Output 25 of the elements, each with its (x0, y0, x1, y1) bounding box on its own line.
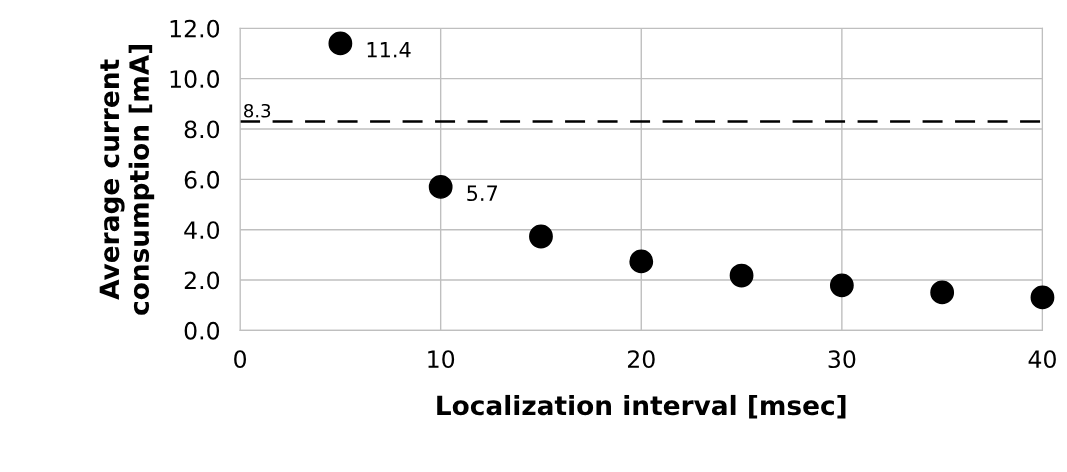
point (428, 175, 453, 199)
point (729, 263, 754, 288)
x-tick-label: 30 (828, 350, 856, 369)
point (829, 273, 854, 298)
x-tick-label: 10 (428, 350, 455, 369)
point (930, 280, 955, 305)
point (1030, 285, 1055, 310)
ref-line-label: 8.3 (244, 103, 271, 118)
data-label: 5.7 (467, 185, 498, 202)
x-tick-label: 20 (627, 350, 655, 369)
data-label: 11.4 (367, 42, 411, 58)
y-tick-label: 12.0 (170, 19, 220, 38)
y-tick-label: 8.0 (184, 120, 220, 139)
x-axis-title: Localization interval [msec] (437, 394, 846, 419)
y-tick-label: 6.0 (184, 170, 220, 189)
y-tick-label: 2.0 (184, 271, 220, 290)
y-tick-label: 4.0 (184, 221, 220, 240)
point (328, 31, 353, 56)
point (629, 249, 654, 274)
point (529, 224, 553, 249)
x-tick-label: 40 (1028, 350, 1056, 369)
x-tick-label: 0 (234, 350, 247, 369)
y-tick-label: 10.0 (170, 70, 220, 88)
y-tick-label: 0.0 (184, 321, 220, 340)
y-axis-title: Average current consumption [mA] (99, 45, 155, 315)
